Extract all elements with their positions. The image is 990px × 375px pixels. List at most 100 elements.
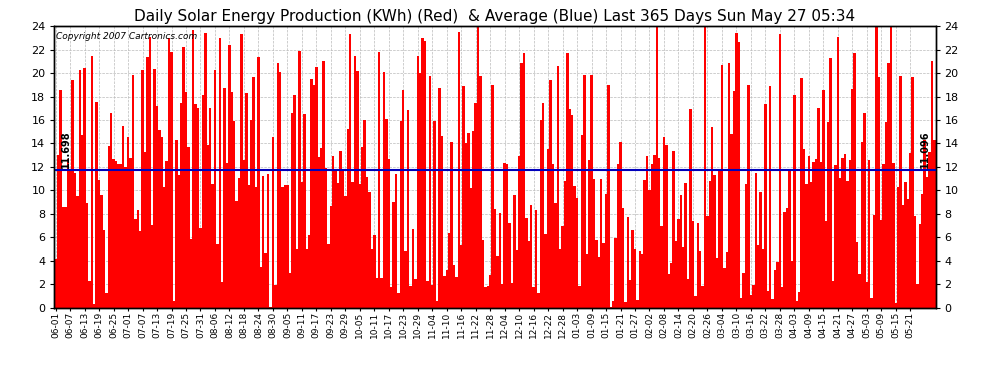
Bar	[348, 34, 351, 308]
Bar	[568, 109, 571, 308]
Bar	[103, 230, 105, 308]
Bar	[252, 78, 254, 308]
Bar	[692, 220, 694, 308]
Bar	[571, 114, 573, 308]
Bar	[279, 72, 281, 308]
Bar	[808, 156, 810, 308]
Bar	[723, 268, 726, 308]
Bar	[543, 103, 545, 308]
Bar	[551, 164, 554, 308]
Bar	[736, 33, 738, 308]
Bar	[728, 63, 731, 308]
Bar	[653, 155, 655, 308]
Bar	[873, 215, 875, 308]
Bar	[313, 86, 315, 308]
Bar	[721, 65, 723, 308]
Bar	[704, 27, 706, 308]
Bar	[578, 286, 581, 308]
Bar	[139, 231, 142, 308]
Bar	[556, 66, 559, 308]
Bar	[368, 192, 370, 308]
Bar	[620, 142, 622, 308]
Bar	[786, 208, 788, 308]
Bar	[271, 137, 274, 308]
Bar	[632, 230, 634, 308]
Bar	[902, 205, 904, 308]
Bar	[914, 216, 916, 308]
Bar	[615, 238, 617, 308]
Bar	[310, 79, 313, 308]
Bar	[330, 206, 332, 308]
Bar	[540, 120, 543, 308]
Bar	[709, 181, 711, 308]
Bar	[535, 210, 538, 308]
Bar	[457, 32, 460, 308]
Bar	[644, 180, 645, 308]
Bar	[788, 170, 791, 308]
Bar	[711, 127, 714, 308]
Bar	[600, 179, 603, 308]
Bar	[444, 276, 446, 308]
Bar	[877, 77, 880, 308]
Bar	[566, 53, 568, 307]
Bar	[576, 198, 578, 308]
Bar	[158, 130, 160, 308]
Bar	[687, 279, 689, 308]
Bar	[810, 182, 813, 308]
Bar	[588, 160, 590, 308]
Bar	[916, 284, 919, 308]
Bar	[318, 157, 320, 308]
Bar	[581, 135, 583, 308]
Bar	[185, 92, 187, 308]
Bar	[650, 164, 653, 308]
Bar	[827, 122, 830, 308]
Bar	[593, 178, 595, 308]
Bar	[554, 202, 556, 308]
Bar	[931, 61, 934, 308]
Bar	[110, 113, 113, 308]
Bar	[761, 249, 764, 308]
Bar	[518, 156, 521, 308]
Bar	[742, 273, 744, 308]
Bar	[59, 90, 61, 308]
Bar	[796, 300, 798, 307]
Bar	[779, 34, 781, 308]
Bar	[499, 213, 501, 308]
Bar	[194, 104, 197, 308]
Bar	[170, 52, 172, 308]
Bar	[427, 282, 429, 308]
Bar	[127, 136, 130, 308]
Bar	[672, 152, 675, 308]
Bar	[738, 42, 740, 308]
Bar	[276, 63, 279, 308]
Bar	[142, 70, 144, 308]
Bar	[259, 267, 262, 308]
Bar	[274, 285, 276, 308]
Bar	[479, 76, 482, 308]
Bar	[306, 249, 308, 308]
Bar	[390, 287, 392, 308]
Bar	[137, 210, 139, 308]
Bar	[236, 201, 238, 308]
Bar	[187, 147, 190, 308]
Bar	[165, 161, 168, 308]
Bar	[199, 228, 202, 308]
Bar	[766, 291, 769, 308]
Bar	[776, 261, 779, 308]
Bar	[617, 164, 620, 308]
Bar	[155, 106, 158, 307]
Bar	[395, 174, 397, 308]
Bar	[417, 56, 419, 308]
Bar	[627, 217, 629, 308]
Bar	[682, 247, 684, 308]
Bar	[899, 76, 902, 307]
Bar	[846, 182, 848, 308]
Bar	[667, 274, 670, 308]
Bar	[221, 282, 224, 308]
Bar	[385, 119, 387, 308]
Bar	[375, 278, 378, 308]
Bar	[397, 293, 400, 308]
Bar	[342, 170, 345, 308]
Bar	[407, 110, 409, 308]
Bar	[749, 296, 752, 307]
